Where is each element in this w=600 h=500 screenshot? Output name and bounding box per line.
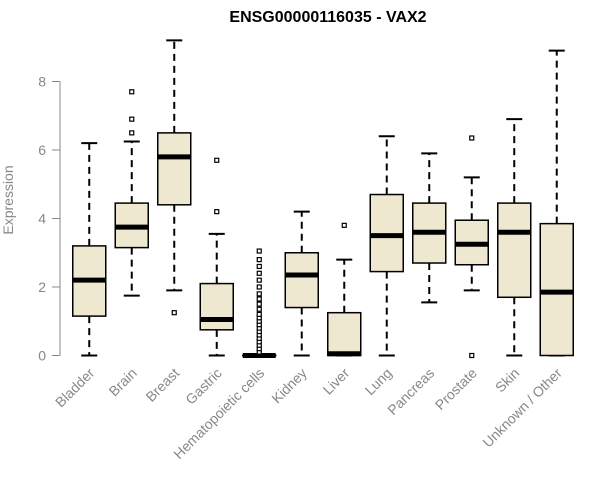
chart-title: ENSG00000116035 - VAX2: [229, 9, 426, 26]
outlier-point: [256, 311, 262, 317]
x-tick-label: Bladder: [52, 365, 98, 411]
outlier-point: [256, 270, 262, 276]
box-iqr: [369, 193, 404, 273]
x-tick-label: Brain: [105, 365, 139, 399]
box-iqr: [539, 222, 574, 357]
box-iqr: [157, 132, 192, 206]
box-breast: [157, 39, 192, 316]
x-tick-label: Prostate: [432, 365, 480, 413]
box-iqr: [199, 282, 234, 331]
outlier-point: [256, 284, 262, 290]
outlier-point: [129, 116, 135, 122]
x-tick-label: Skin: [492, 365, 523, 396]
outlier-point: [256, 263, 262, 270]
outlier-point: [256, 248, 262, 254]
box-brain: [114, 89, 149, 297]
outlier-point: [256, 257, 262, 263]
boxes-group: [72, 39, 574, 359]
outlier-point: [214, 209, 220, 215]
outlier-point: [256, 306, 262, 312]
y-tick-label: 2: [38, 279, 46, 295]
box-unknown-other: [539, 49, 574, 357]
box-prostate: [454, 135, 489, 359]
box-skin: [497, 118, 532, 357]
outlier-point: [129, 89, 135, 95]
outlier-point: [256, 296, 262, 302]
outlier-point: [341, 222, 347, 228]
box-iqr: [284, 252, 319, 309]
box-iqr: [497, 202, 532, 299]
box-gastric: [199, 157, 234, 357]
x-tick-label: Breast: [142, 365, 182, 405]
y-tick-label: 8: [38, 74, 46, 90]
x-tick-label: Pancreas: [384, 365, 437, 418]
outlier-point: [171, 310, 177, 316]
box-iqr: [327, 311, 362, 357]
box-lung: [369, 135, 404, 357]
y-tick-label: 4: [38, 211, 46, 227]
box-bladder: [72, 142, 107, 357]
y-tick-label: 0: [38, 348, 46, 364]
box-liver: [327, 222, 362, 357]
box-hematopoietic-cells: [242, 248, 277, 358]
outlier-point: [256, 291, 262, 297]
box-kidney: [284, 210, 319, 357]
x-tick-label: Unknown / Other: [479, 365, 565, 451]
outlier-point: [469, 135, 475, 141]
outlier-point: [214, 157, 220, 163]
outlier-point: [469, 352, 475, 359]
x-tick-label: Kidney: [268, 365, 310, 407]
x-tick-label: Liver: [320, 365, 353, 398]
x-tick-label: Lung: [362, 365, 395, 398]
outlier-point: [256, 277, 262, 283]
box-pancreas: [412, 152, 447, 304]
outlier-point: [129, 130, 135, 136]
outlier-point: [256, 301, 262, 307]
y-axis: 0 2 4 6 8: [38, 74, 61, 364]
y-tick-label: 6: [38, 142, 46, 158]
y-axis-label: Expression: [0, 165, 16, 234]
